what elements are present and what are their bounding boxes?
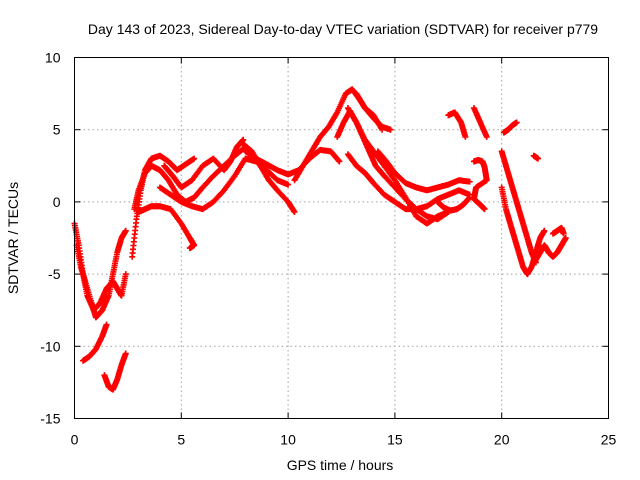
y-tick-label: -10 xyxy=(40,338,60,354)
data-point xyxy=(562,235,569,241)
data-point xyxy=(462,133,469,140)
data-point xyxy=(483,133,490,140)
series-track-18 xyxy=(434,194,473,214)
series-track-15 xyxy=(344,151,452,223)
x-tick-label: 20 xyxy=(494,432,510,448)
series-track-23 xyxy=(498,148,539,266)
y-axis-label: SDTVAR / TECUs xyxy=(5,182,21,294)
series-track-3 xyxy=(80,321,110,364)
y-tick-label: -15 xyxy=(40,411,60,427)
x-tick-label: 5 xyxy=(177,432,185,448)
y-tick-label: 10 xyxy=(45,50,61,66)
series-track-11 xyxy=(242,146,343,178)
data-point xyxy=(122,350,129,357)
series-track-27 xyxy=(549,224,567,237)
x-axis-label: GPS time / hours xyxy=(287,457,394,473)
plot-frame xyxy=(74,57,609,419)
data-point xyxy=(513,119,520,126)
series-track-25 xyxy=(532,235,569,263)
data-point xyxy=(466,178,473,185)
data-points xyxy=(71,86,569,393)
x-tick-label: 0 xyxy=(71,432,79,448)
series-track-2 xyxy=(73,227,129,321)
series-track-22 xyxy=(498,184,548,278)
data-point xyxy=(560,230,567,237)
data-point xyxy=(186,245,193,252)
data-point xyxy=(122,227,129,234)
data-point xyxy=(335,157,342,164)
data-point xyxy=(535,155,542,162)
series-track-7 xyxy=(135,203,198,252)
series-track-19 xyxy=(445,109,469,140)
data-point xyxy=(103,321,110,328)
series-track-21 xyxy=(470,157,490,213)
y-tick-label: 5 xyxy=(53,122,61,138)
series-track-16 xyxy=(353,90,394,133)
data-point xyxy=(291,209,298,216)
data-point xyxy=(285,181,292,188)
y-tick-label: 0 xyxy=(53,194,61,210)
x-tick-label: 15 xyxy=(387,432,403,448)
data-point xyxy=(541,227,548,234)
series-track-24 xyxy=(500,119,520,136)
data-point xyxy=(481,206,488,213)
y-tick-label: -5 xyxy=(48,266,61,282)
series-track-4 xyxy=(101,350,129,393)
chart-title: Day 143 of 2023, Sidereal Day-to-day VTE… xyxy=(88,21,598,37)
series-track-20 xyxy=(470,105,490,140)
x-tick-label: 10 xyxy=(280,432,296,448)
data-point xyxy=(336,158,343,165)
data-point xyxy=(387,126,394,133)
tick-labels: 0 5 10 15 20 25 -15 -10 -5 0 5 10 xyxy=(40,50,616,448)
data-point xyxy=(122,271,129,278)
series-track-9 xyxy=(161,136,247,191)
series-track-17 xyxy=(374,148,473,194)
x-tick-label: 25 xyxy=(601,432,617,448)
data-point xyxy=(191,155,198,162)
series-track-26 xyxy=(530,152,542,162)
